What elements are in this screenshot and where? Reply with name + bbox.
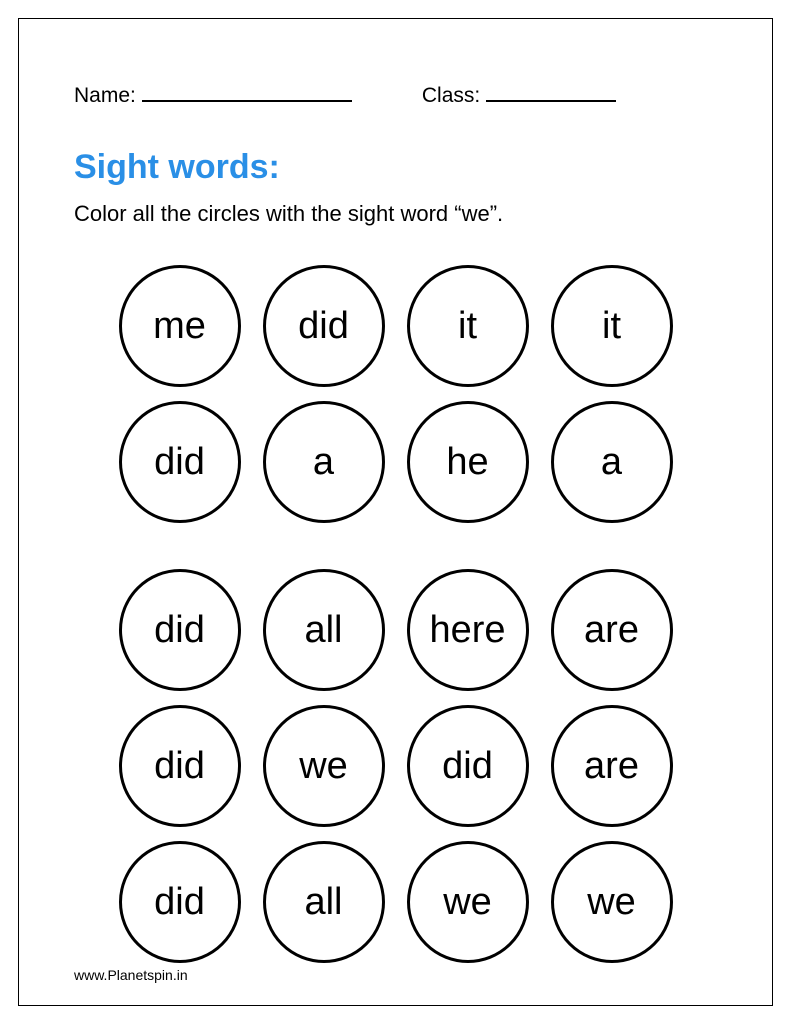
word-circle[interactable]: are — [551, 569, 673, 691]
worksheet-frame: Name: Class: Sight words: Color all the … — [18, 18, 773, 1006]
circle-row: didahea — [119, 401, 673, 523]
worksheet-title: Sight words: — [74, 148, 717, 187]
word-circle[interactable]: a — [263, 401, 385, 523]
name-label: Name: — [74, 84, 136, 108]
word-circle[interactable]: did — [263, 265, 385, 387]
word-circle[interactable]: it — [407, 265, 529, 387]
circle-row: mediditit — [119, 265, 673, 387]
footer-url: www.Planetspin.in — [74, 967, 188, 983]
class-field: Class: — [422, 79, 616, 108]
name-field: Name: — [74, 79, 352, 108]
circle-row: didwedidare — [119, 705, 673, 827]
word-circle[interactable]: we — [263, 705, 385, 827]
word-circle[interactable]: a — [551, 401, 673, 523]
class-label: Class: — [422, 84, 480, 108]
word-circle[interactable]: here — [407, 569, 529, 691]
header-fields: Name: Class: — [74, 79, 717, 108]
word-circle[interactable]: did — [119, 705, 241, 827]
class-blank[interactable] — [486, 79, 616, 102]
word-circle[interactable]: we — [407, 841, 529, 963]
word-circle[interactable]: are — [551, 705, 673, 827]
word-circle[interactable]: all — [263, 569, 385, 691]
word-circle[interactable]: did — [119, 569, 241, 691]
word-circle[interactable]: did — [119, 401, 241, 523]
word-circle[interactable]: he — [407, 401, 529, 523]
word-circle[interactable]: it — [551, 265, 673, 387]
circle-row: didallwewe — [119, 841, 673, 963]
word-circle[interactable]: all — [263, 841, 385, 963]
name-blank[interactable] — [142, 79, 352, 102]
circle-row: didallhereare — [119, 569, 673, 691]
word-circle[interactable]: we — [551, 841, 673, 963]
word-circle[interactable]: did — [119, 841, 241, 963]
worksheet-instruction: Color all the circles with the sight wor… — [74, 201, 717, 227]
circle-grid: medidititdidaheadidallherearedidwedidare… — [74, 265, 717, 963]
word-circle[interactable]: did — [407, 705, 529, 827]
word-circle[interactable]: me — [119, 265, 241, 387]
